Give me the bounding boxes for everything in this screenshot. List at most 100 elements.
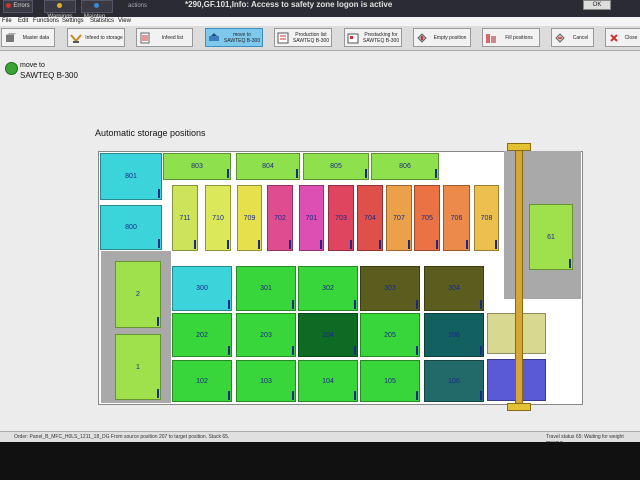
position-marker (350, 240, 352, 249)
close-button[interactable]: Close (605, 28, 640, 47)
storage-position-106[interactable]: 106 (424, 360, 484, 402)
position-marker (416, 300, 418, 309)
storage-position-102[interactable]: 102 (172, 360, 232, 402)
prestacking-button[interactable]: Prestacking for SAWTEQ B-300 (344, 28, 402, 47)
gantry-rail (515, 146, 523, 408)
position-marker (194, 240, 196, 249)
position-marker (416, 346, 418, 355)
application-window: Errors Warnings Mainten... actions *290,… (0, 0, 640, 442)
warning-icon (56, 2, 62, 8)
position-marker (158, 189, 160, 198)
storage-position-805[interactable]: 805 (303, 153, 369, 180)
position-marker (354, 391, 356, 400)
storage-position-204[interactable]: 204 (298, 313, 358, 357)
status-bar-order: Order: Panel_B_MFC_H0LS_1211_18_DG From … (14, 434, 230, 440)
storage-position-803[interactable]: 803 (163, 153, 231, 180)
position-marker (365, 169, 367, 178)
cube-icon (6, 32, 16, 42)
position-marker (227, 169, 229, 178)
maintenance-icon (93, 2, 99, 8)
menu-view[interactable]: View (118, 18, 131, 24)
storage-position-205[interactable]: 205 (360, 313, 420, 357)
storage-position-2[interactable]: 2 (115, 261, 161, 328)
position-marker (228, 300, 230, 309)
status-green-indicator-icon (5, 62, 18, 75)
area-title: Automatic storage positions (95, 128, 206, 138)
menu-statistics[interactable]: Statistics (90, 18, 115, 24)
storage-position-203[interactable]: 203 (236, 313, 296, 357)
position-marker (379, 240, 381, 249)
position-marker (435, 169, 437, 178)
storage-position-705[interactable]: 705 (414, 185, 440, 251)
position-marker (289, 240, 291, 249)
infeed-arrows-icon (70, 33, 82, 43)
position-marker (436, 240, 438, 249)
prestacking-icon (347, 33, 359, 43)
storage-position-703[interactable]: 703 (328, 185, 354, 251)
storage-position-806[interactable]: 806 (371, 153, 439, 180)
storage-position-710[interactable]: 710 (205, 185, 231, 251)
position-marker (354, 300, 356, 309)
position-marker (480, 300, 482, 309)
ok-button[interactable]: OK (583, 0, 611, 10)
menu-bar: File Edit Functions Settings Statistics … (0, 17, 640, 26)
close-icon (610, 33, 618, 42)
storage-position-707[interactable]: 707 (386, 185, 412, 251)
storage-position-206[interactable]: 206 (424, 313, 484, 357)
toolbar: Master data Infeed to storage Infeed lis… (0, 26, 640, 51)
storage-position-704[interactable]: 704 (357, 185, 383, 251)
errors-button[interactable]: Errors (3, 0, 33, 13)
storage-position-1[interactable]: 1 (115, 334, 161, 400)
menu-settings[interactable]: Settings (62, 18, 84, 24)
actions-label: actions (128, 3, 148, 9)
storage-position-301[interactable]: 301 (236, 266, 296, 311)
menu-functions[interactable]: Functions (33, 18, 60, 24)
storage-position-303[interactable]: 303 (360, 266, 420, 311)
status-line-1: move to (20, 62, 45, 69)
position-marker (157, 389, 159, 398)
menu-edit[interactable]: Edit (18, 18, 29, 24)
storage-position-702[interactable]: 702 (267, 185, 293, 251)
position-marker (320, 240, 322, 249)
position-marker (292, 346, 294, 355)
fill-positions-icon (486, 33, 496, 43)
cancel-button[interactable]: Cancel (551, 28, 594, 47)
position-marker (292, 391, 294, 400)
storage-position-105[interactable]: 105 (360, 360, 420, 402)
list-icon (140, 32, 150, 43)
production-list-button[interactable]: Production list SAWTEQ B-300 (274, 28, 332, 47)
storage-position-61[interactable]: 61 (529, 204, 573, 270)
storage-position-104[interactable]: 104 (298, 360, 358, 402)
position-marker (495, 240, 497, 249)
maintenance-button[interactable]: Mainten... (81, 0, 113, 20)
warnings-button[interactable]: Warnings (44, 0, 76, 20)
storage-position-804[interactable]: 804 (236, 153, 300, 180)
position-marker (157, 317, 159, 326)
move-to-sawteq-button[interactable]: move to SAWTEQ B-300 (205, 28, 263, 47)
alarm-bar: Errors Warnings Mainten... actions *290,… (0, 0, 640, 20)
status-line-2: SAWTEQ B-300 (20, 71, 78, 80)
storage-position-709[interactable]: 709 (237, 185, 262, 251)
storage-position-202[interactable]: 202 (172, 313, 232, 357)
storage-position-801[interactable]: 801 (100, 153, 162, 200)
position-marker (480, 391, 482, 400)
storage-position-708[interactable]: 708 (474, 185, 499, 251)
production-list-icon (277, 32, 289, 43)
storage-position-701[interactable]: 701 (299, 185, 324, 251)
infeed-list-button[interactable]: Infeed list (136, 28, 193, 47)
storage-position-711[interactable]: 711 (172, 185, 198, 251)
master-data-button[interactable]: Master data (1, 28, 55, 47)
storage-position-300[interactable]: 300 (172, 266, 232, 311)
empty-position-button[interactable]: Empty position (413, 28, 471, 47)
alarm-message: *290,GF.101,Info: Access to safety zone … (185, 0, 393, 9)
storage-position-304[interactable]: 304 (424, 266, 484, 311)
gantry-rail-bottom-cap (507, 403, 531, 411)
fill-positions-button[interactable]: Fill positions (482, 28, 540, 47)
menu-file[interactable]: File (2, 18, 12, 24)
storage-position-302[interactable]: 302 (298, 266, 358, 311)
infeed-to-storage-button[interactable]: Infeed to storage (67, 28, 125, 47)
storage-position-103[interactable]: 103 (236, 360, 296, 402)
status-bar: Order: Panel_B_MFC_H0LS_1211_18_DG From … (0, 431, 640, 442)
storage-position-800[interactable]: 800 (100, 205, 162, 250)
storage-position-706[interactable]: 706 (443, 185, 470, 251)
